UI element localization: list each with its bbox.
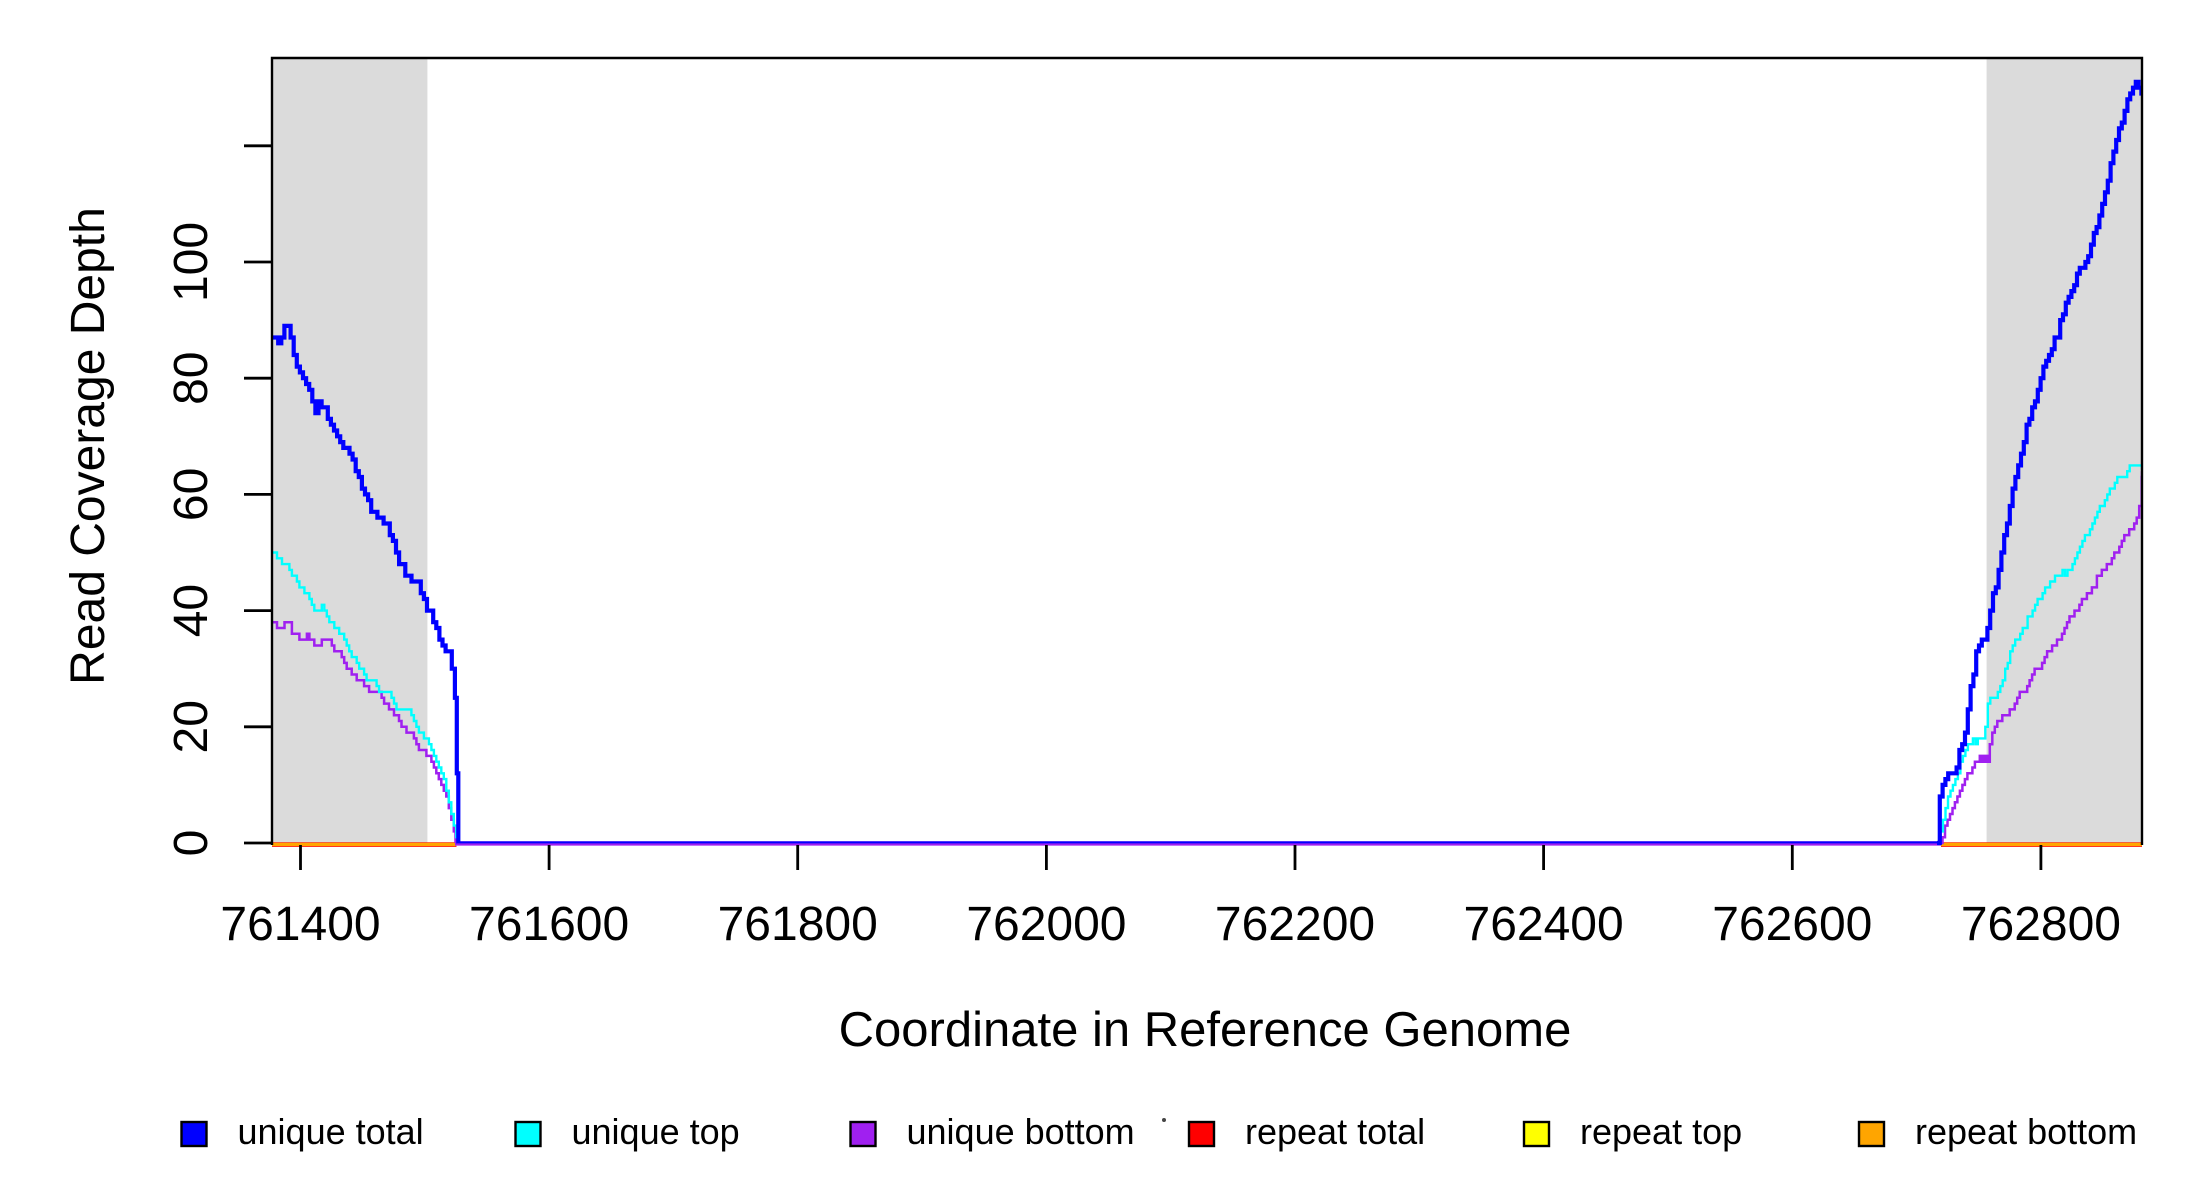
svg-text:Coordinate in Reference Genome: Coordinate in Reference Genome (839, 1003, 1572, 1057)
svg-text:20: 20 (165, 700, 218, 753)
svg-text:762400: 762400 (1464, 898, 1624, 951)
svg-text:40: 40 (165, 584, 218, 637)
svg-text:unique bottom: unique bottom (907, 1111, 1135, 1152)
svg-text:762200: 762200 (1215, 898, 1375, 951)
svg-text:762000: 762000 (966, 898, 1126, 951)
svg-text:761800: 761800 (718, 898, 878, 951)
svg-text:0: 0 (165, 830, 218, 857)
svg-text:Read Coverage Depth: Read Coverage Depth (62, 207, 115, 685)
svg-text:100: 100 (165, 222, 218, 302)
svg-text:762600: 762600 (1712, 898, 1872, 951)
svg-text:repeat total: repeat total (1245, 1111, 1425, 1152)
svg-text:repeat top: repeat top (1580, 1111, 1742, 1152)
svg-text:repeat bottom: repeat bottom (1915, 1111, 2137, 1152)
svg-text:unique top: unique top (572, 1111, 740, 1152)
svg-text:80: 80 (165, 352, 218, 405)
svg-text:761600: 761600 (469, 898, 629, 951)
svg-text:60: 60 (165, 468, 218, 521)
svg-text:762800: 762800 (1961, 898, 2121, 951)
svg-text:unique total: unique total (238, 1111, 424, 1152)
svg-text:761400: 761400 (220, 898, 380, 951)
